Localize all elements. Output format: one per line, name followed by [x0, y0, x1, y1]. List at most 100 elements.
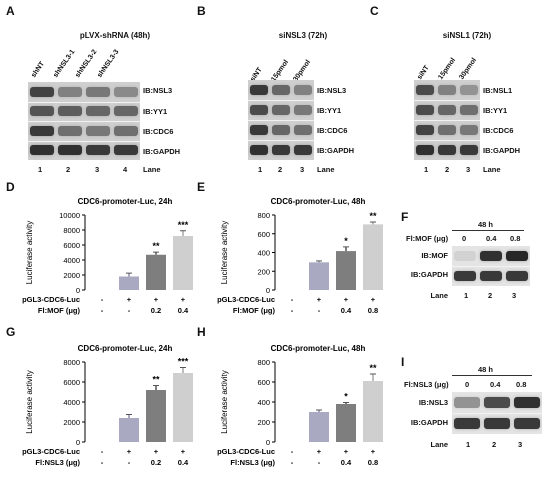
y-tick-label: 600 [257, 230, 270, 239]
panel-letter-c: C [370, 4, 379, 18]
condition-value: - [128, 458, 131, 467]
blot-band [272, 145, 290, 155]
blot-band [58, 86, 82, 97]
dose-label: Fl:MOF (μg) [406, 234, 449, 243]
y-axis-label: Luciferase activity [25, 370, 34, 434]
bar-chart-h: CDC6-promoter-Luc, 48h 0 200 400 600 800 Lucif… [217, 344, 383, 467]
lane-number: 2 [278, 165, 283, 174]
row-label: IB:NSL3 [418, 398, 448, 407]
blot-band [460, 145, 478, 155]
y-tick-label: 800 [257, 211, 270, 220]
row-label: IB:YY1 [483, 106, 508, 115]
lane-number: 4 [123, 165, 128, 174]
blot-band [294, 105, 312, 115]
column-label: shNSL3-1 [52, 48, 77, 79]
condition-value: + [371, 447, 376, 456]
blot-band [86, 125, 110, 136]
bar [146, 390, 166, 442]
row-label: IB:YY1 [317, 106, 342, 115]
dose-value: 0 [462, 234, 467, 243]
row-label: IB:NSL3 [143, 86, 173, 95]
blot-band [250, 145, 268, 155]
condition-value: 0.4 [178, 458, 189, 467]
blot-band [460, 85, 478, 95]
row-label: IB:MOF [421, 251, 448, 260]
y-tick-label: 8000 [63, 358, 80, 367]
y-tick-label: 0 [266, 438, 270, 447]
condition-label: pGL3-CDC6-Luc [217, 447, 275, 456]
blot-band [250, 85, 268, 95]
y-axis-label: Luciferase activity [220, 370, 229, 434]
blot-band [438, 125, 456, 135]
blot-band [514, 397, 540, 408]
condition-label: Fl:NSL3 (μg) [35, 458, 80, 467]
blot-band [416, 85, 434, 95]
blot-band [506, 251, 528, 261]
row-label: IB:NSL1 [483, 86, 513, 95]
dose-value: 0.8 [516, 380, 527, 389]
y-tick-label: 6000 [63, 241, 80, 250]
y-tick-label: 400 [257, 249, 270, 258]
bar [363, 381, 383, 442]
panel-letter-b: B [197, 4, 206, 18]
bar [309, 412, 329, 442]
divider [452, 230, 524, 231]
panel-letter-h: H [197, 325, 206, 339]
y-tick-label: 0 [76, 438, 80, 447]
row-label: IB:CDC6 [143, 127, 174, 136]
condition-value: + [154, 447, 159, 456]
blot-band [30, 145, 54, 156]
time-label: 48 h [478, 365, 494, 374]
blot-band [86, 145, 110, 156]
condition-value: + [127, 447, 132, 456]
blot-band [114, 125, 138, 136]
lane-number: 3 [518, 440, 523, 449]
lane-label: Lane [430, 440, 448, 449]
dose-value: 0.4 [490, 380, 501, 389]
blot-title: pLVX-shRNA (48h) [79, 31, 151, 40]
row-label: IB:CDC6 [317, 126, 348, 135]
lane-number: 1 [258, 165, 263, 174]
column-label: siNT [416, 64, 431, 81]
blot-band [454, 397, 480, 408]
blot-image [452, 392, 542, 434]
blot-band [480, 271, 502, 281]
y-tick-label: 6000 [63, 378, 80, 387]
condition-value: 0.8 [368, 306, 378, 315]
blot-band [272, 125, 290, 135]
bar-chart-g: CDC6-promoter-Luc, 24h 0 2000 4000 6000 8000 L… [22, 344, 193, 467]
blot-band [484, 418, 510, 429]
dose-value: 0.8 [510, 234, 521, 243]
blot-band [480, 251, 502, 261]
blot-image [248, 80, 314, 160]
chart-title: CDC6-promoter-Luc, 24h [78, 344, 173, 353]
condition-value: + [181, 447, 186, 456]
column-label: 30pmol [458, 56, 479, 81]
row-label: IB:NSL3 [317, 86, 347, 95]
condition-value: 0.4 [341, 458, 352, 467]
blot-band [294, 145, 312, 155]
lane-number: 1 [466, 440, 471, 449]
condition-value: - [318, 306, 321, 315]
blot-band [58, 145, 82, 156]
condition-value: + [317, 447, 322, 456]
significance-mark: * [344, 236, 348, 246]
lane-number: 3 [512, 291, 517, 300]
lane-number: 3 [300, 165, 305, 174]
significance-mark: *** [178, 220, 189, 230]
panel-letter-e: E [197, 180, 206, 194]
condition-value: 0.2 [151, 458, 161, 467]
panel-letter-d: D [6, 180, 15, 194]
condition-value: + [127, 295, 132, 304]
blot-band [438, 145, 456, 155]
blot-band [250, 105, 268, 115]
condition-value: 0.8 [368, 458, 378, 467]
panel-letter-g: G [6, 325, 16, 339]
condition-value: + [181, 295, 186, 304]
lane-number: 2 [66, 165, 71, 174]
divider [452, 375, 532, 376]
significance-mark: ** [152, 241, 160, 251]
condition-value: + [371, 295, 376, 304]
blot-band [30, 125, 54, 136]
condition-label: pGL3-CDC6-Luc [22, 447, 80, 456]
